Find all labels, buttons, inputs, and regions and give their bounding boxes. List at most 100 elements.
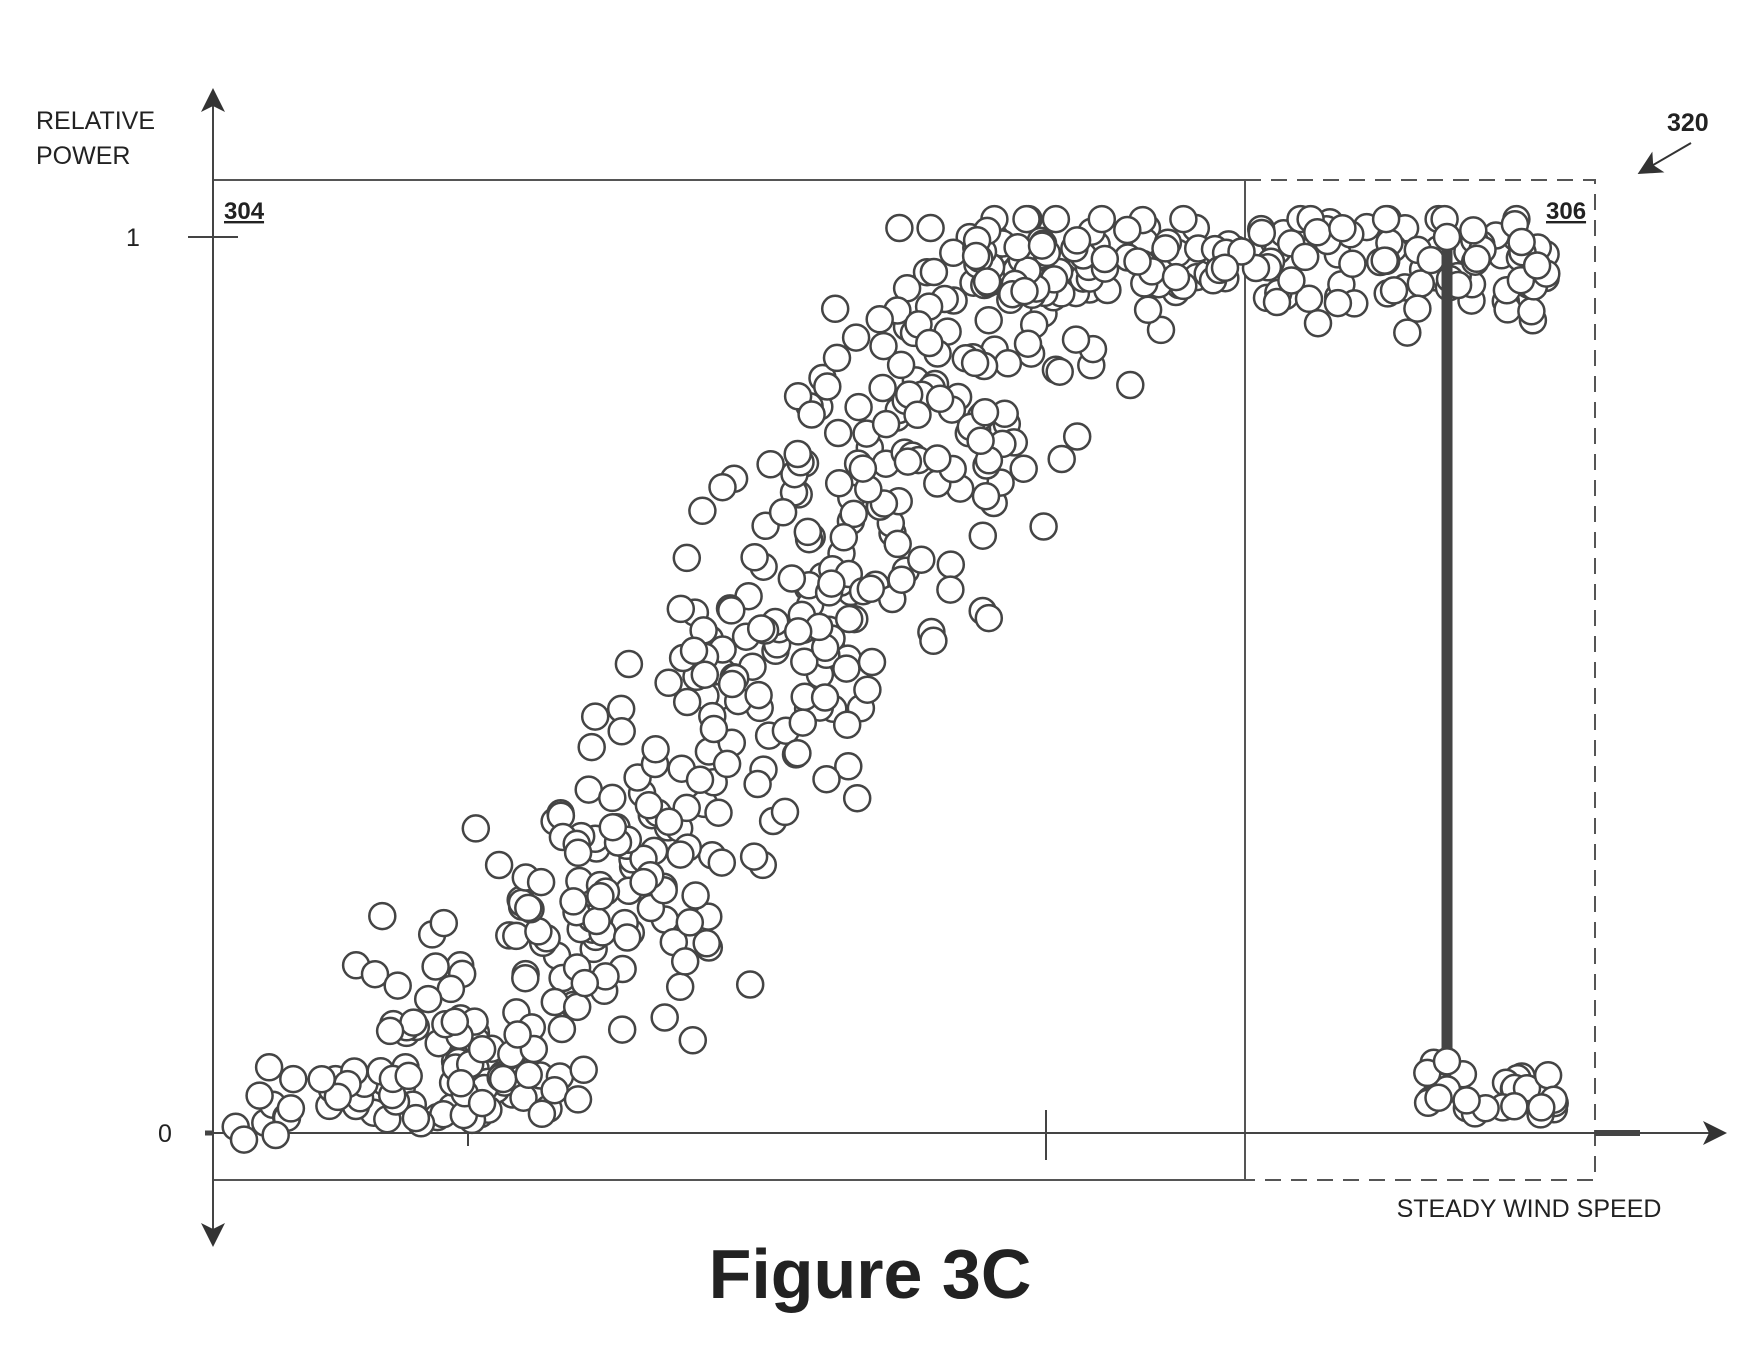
data-point [1379, 276, 1409, 305]
y-tick-label-1: 1 [126, 224, 140, 252]
data-point [936, 575, 965, 604]
data-point [971, 481, 1001, 511]
data-point [1003, 233, 1032, 262]
data-point [768, 498, 798, 527]
data-point [822, 343, 852, 373]
data-point [1338, 249, 1367, 279]
data-point [1151, 234, 1180, 263]
data-point [885, 213, 914, 243]
data-point [744, 680, 773, 710]
reference-arrow [1637, 142, 1692, 175]
data-point [813, 372, 842, 401]
figure-reference-number: 320 [1667, 109, 1709, 137]
data-point [665, 972, 695, 1002]
data-point [708, 472, 737, 502]
data-point [514, 893, 543, 923]
cut-out-endpoint [1432, 1047, 1462, 1076]
data-point [484, 850, 514, 880]
data-point [1303, 218, 1332, 247]
data-point [1062, 226, 1092, 255]
data-point [675, 908, 705, 937]
data-point [739, 842, 769, 871]
data-point [666, 594, 696, 624]
data-point [629, 867, 658, 897]
data-point [1087, 204, 1117, 234]
data-point [245, 1081, 274, 1110]
data-point [970, 398, 1000, 427]
data-point [1061, 325, 1091, 354]
data-point [856, 574, 886, 604]
data-point [1403, 294, 1432, 323]
data-point [261, 1120, 290, 1150]
data-point [685, 765, 715, 795]
data-point [229, 1125, 259, 1154]
data-point [574, 775, 603, 804]
data-point [413, 984, 443, 1014]
data-point [919, 257, 949, 287]
data-point [670, 947, 700, 976]
data-point [1277, 266, 1306, 295]
data-point [1507, 227, 1536, 257]
data-point [360, 959, 390, 989]
data-point [1047, 444, 1076, 474]
data-point [1116, 370, 1145, 400]
data-point [1009, 454, 1038, 483]
data-point [832, 654, 861, 683]
data-point [883, 529, 912, 559]
region-306-box [1244, 179, 1596, 1181]
data-point [886, 350, 916, 380]
data-point [401, 1103, 431, 1133]
data-point [746, 614, 776, 643]
data-point [1517, 297, 1546, 326]
data-point [582, 906, 611, 936]
data-point [672, 687, 702, 717]
data-point [399, 1008, 428, 1037]
data-point [783, 439, 812, 469]
data-point [394, 1061, 423, 1091]
data-point [756, 450, 785, 479]
data-point [841, 323, 871, 352]
data-point [887, 565, 916, 594]
y-axis-label-line-1: RELATIVE [36, 107, 155, 135]
data-point [1452, 1086, 1481, 1115]
data-point [690, 660, 720, 689]
data-point [692, 929, 721, 958]
data-point [650, 1003, 679, 1032]
data-point [503, 1020, 532, 1049]
data-point [810, 683, 840, 712]
data-point [783, 738, 812, 768]
data-point [834, 752, 863, 781]
data-point [1045, 357, 1074, 386]
data-point [1323, 288, 1353, 318]
data-point [916, 213, 945, 243]
data-point [974, 305, 1003, 335]
data-point [383, 971, 412, 1000]
data-point [1062, 422, 1092, 451]
data-point [559, 887, 588, 916]
data-point [570, 968, 600, 998]
data-point [429, 908, 459, 938]
data-point [707, 848, 737, 877]
data-point [679, 636, 709, 666]
data-point [1533, 1060, 1563, 1090]
data-point [1027, 231, 1057, 260]
data-point [1406, 269, 1436, 298]
data-point [839, 499, 868, 529]
data-point [421, 952, 450, 981]
data-point [1459, 216, 1488, 245]
data-point [968, 521, 998, 550]
data-point [743, 769, 772, 799]
data-point [961, 241, 991, 271]
data-point [1416, 245, 1446, 275]
data-point [276, 1094, 306, 1123]
data-point [641, 735, 670, 764]
data-point [1169, 204, 1198, 234]
y-axis-label-line-2: POWER [36, 142, 130, 170]
data-point [654, 807, 684, 837]
data-point [323, 1082, 353, 1112]
data-point [788, 708, 818, 737]
data-point [834, 604, 864, 634]
data-point [853, 675, 882, 704]
data-point [598, 783, 627, 813]
data-point [563, 838, 593, 868]
